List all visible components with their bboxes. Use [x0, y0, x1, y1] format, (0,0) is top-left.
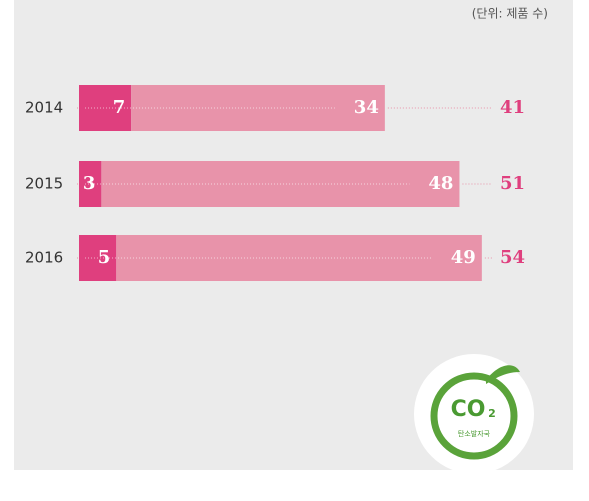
value-label: 34 [354, 97, 379, 118]
total-label: 54 [500, 247, 525, 268]
bar-segment [79, 161, 102, 207]
value-label: 48 [428, 173, 453, 194]
bar-segment [79, 85, 132, 131]
value-label: 49 [451, 247, 476, 268]
logo-caption: 탄소발자국 [458, 429, 491, 438]
logo-sub: 2 [488, 407, 496, 420]
logo-ring [430, 372, 518, 460]
logo-text: CO [451, 397, 486, 422]
unit-note: (단위: 제품 수) [472, 7, 548, 21]
year-label: 2014 [25, 99, 63, 117]
value-label: 5 [98, 247, 111, 268]
logo-leaf [486, 365, 520, 384]
year-label: 2015 [25, 175, 63, 193]
logo: CO 2 탄소발자국 [414, 354, 534, 474]
total-label: 41 [500, 97, 525, 118]
value-label: 3 [83, 173, 96, 194]
total-label: 51 [500, 173, 525, 194]
year-label: 2016 [25, 249, 63, 267]
bar-segment [131, 85, 385, 131]
bar-segment [116, 235, 482, 281]
value-label: 7 [113, 97, 126, 118]
